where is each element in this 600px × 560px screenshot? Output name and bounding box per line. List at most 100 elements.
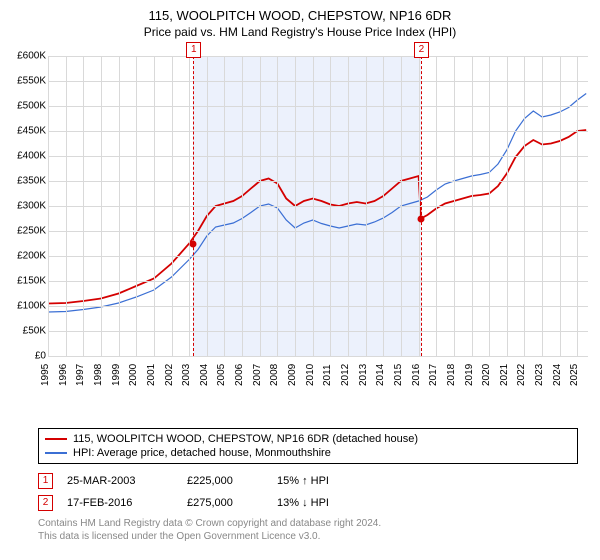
- grid-v: [119, 56, 120, 356]
- x-tick-label: 2001: [146, 364, 157, 386]
- y-tick-label: £150K: [4, 276, 46, 287]
- x-tick-label: 2017: [428, 364, 439, 386]
- grid-v: [277, 56, 278, 356]
- marker-badge: 1: [186, 42, 201, 58]
- grid-v: [524, 56, 525, 356]
- x-tick-label: 2022: [516, 364, 527, 386]
- legend-label: 115, WOOLPITCH WOOD, CHEPSTOW, NP16 6DR …: [73, 433, 418, 445]
- grid-v: [472, 56, 473, 356]
- grid-h: [48, 356, 588, 357]
- x-tick-label: 1995: [40, 364, 51, 386]
- grid-v: [66, 56, 67, 356]
- sales-diff: 15% ↑ HPI: [277, 475, 367, 487]
- x-tick-label: 2002: [163, 364, 174, 386]
- x-tick-label: 2013: [358, 364, 369, 386]
- sales-row: 217-FEB-2016£275,00013% ↓ HPI: [38, 492, 578, 514]
- x-tick-label: 2019: [463, 364, 474, 386]
- grid-v: [83, 56, 84, 356]
- x-tick-label: 2006: [234, 364, 245, 386]
- x-tick-label: 2024: [552, 364, 563, 386]
- grid-v: [260, 56, 261, 356]
- x-tick-label: 2020: [481, 364, 492, 386]
- y-tick-label: £50K: [4, 326, 46, 337]
- x-tick-label: 2021: [499, 364, 510, 386]
- y-tick-label: £600K: [4, 51, 46, 62]
- legend-swatch: [45, 438, 67, 440]
- plot-area: [48, 56, 588, 356]
- sales-badge: 1: [38, 473, 53, 489]
- grid-v: [189, 56, 190, 356]
- legend-row: 115, WOOLPITCH WOOD, CHEPSTOW, NP16 6DR …: [45, 432, 571, 446]
- grid-v: [577, 56, 578, 356]
- sales-date: 25-MAR-2003: [67, 475, 187, 487]
- x-tick-label: 2025: [569, 364, 580, 386]
- sale-point: [417, 215, 424, 222]
- y-tick-label: £0: [4, 351, 46, 362]
- marker-badge: 2: [414, 42, 429, 58]
- x-tick-label: 2003: [181, 364, 192, 386]
- marker-line: [193, 56, 194, 356]
- y-tick-label: £450K: [4, 126, 46, 137]
- grid-v: [436, 56, 437, 356]
- x-tick-label: 2023: [534, 364, 545, 386]
- y-tick-label: £400K: [4, 151, 46, 162]
- x-tick-label: 1999: [110, 364, 121, 386]
- x-tick-label: 2004: [199, 364, 210, 386]
- sales-table: 125-MAR-2003£225,00015% ↑ HPI217-FEB-201…: [38, 470, 578, 514]
- x-tick-label: 2016: [410, 364, 421, 386]
- grid-v: [507, 56, 508, 356]
- sales-price: £275,000: [187, 497, 277, 509]
- x-tick-label: 2015: [393, 364, 404, 386]
- x-tick-label: 1998: [93, 364, 104, 386]
- grid-v: [348, 56, 349, 356]
- x-tick-label: 2005: [216, 364, 227, 386]
- y-tick-label: £500K: [4, 101, 46, 112]
- x-tick-label: 1997: [75, 364, 86, 386]
- marker-line: [421, 56, 422, 356]
- x-tick-label: 1996: [58, 364, 69, 386]
- grid-v: [383, 56, 384, 356]
- sales-diff: 13% ↓ HPI: [277, 497, 367, 509]
- grid-v: [48, 56, 49, 356]
- grid-v: [154, 56, 155, 356]
- grid-v: [101, 56, 102, 356]
- sale-point: [190, 240, 197, 247]
- y-tick-label: £350K: [4, 176, 46, 187]
- attribution-line2: This data is licensed under the Open Gov…: [38, 531, 578, 544]
- x-tick-label: 2018: [446, 364, 457, 386]
- chart-subtitle: Price paid vs. HM Land Registry's House …: [0, 23, 600, 39]
- x-tick-label: 2014: [375, 364, 386, 386]
- chart-region: £0£50K£100K£150K£200K£250K£300K£350K£400…: [0, 44, 600, 414]
- x-tick-label: 2010: [305, 364, 316, 386]
- chart-title: 115, WOOLPITCH WOOD, CHEPSTOW, NP16 6DR: [0, 0, 600, 23]
- x-tick-label: 2009: [287, 364, 298, 386]
- x-tick-label: 2008: [269, 364, 280, 386]
- legend-label: HPI: Average price, detached house, Monm…: [73, 447, 331, 459]
- x-tick-label: 2011: [323, 364, 334, 386]
- grid-v: [542, 56, 543, 356]
- x-tick-label: 2007: [252, 364, 263, 386]
- grid-v: [295, 56, 296, 356]
- grid-v: [172, 56, 173, 356]
- grid-v: [366, 56, 367, 356]
- y-tick-label: £250K: [4, 226, 46, 237]
- series-hpi: [48, 94, 586, 313]
- grid-v: [207, 56, 208, 356]
- grid-v: [401, 56, 402, 356]
- y-tick-label: £550K: [4, 76, 46, 87]
- grid-v: [136, 56, 137, 356]
- grid-v: [560, 56, 561, 356]
- grid-v: [419, 56, 420, 356]
- grid-v: [242, 56, 243, 356]
- attribution-line1: Contains HM Land Registry data © Crown c…: [38, 518, 578, 531]
- grid-v: [489, 56, 490, 356]
- legend: 115, WOOLPITCH WOOD, CHEPSTOW, NP16 6DR …: [38, 428, 578, 543]
- legend-swatch: [45, 452, 67, 454]
- y-tick-label: £100K: [4, 301, 46, 312]
- sales-row: 125-MAR-2003£225,00015% ↑ HPI: [38, 470, 578, 492]
- legend-row: HPI: Average price, detached house, Monm…: [45, 446, 571, 460]
- grid-v: [313, 56, 314, 356]
- y-tick-label: £200K: [4, 251, 46, 262]
- grid-v: [330, 56, 331, 356]
- x-tick-label: 2012: [340, 364, 351, 386]
